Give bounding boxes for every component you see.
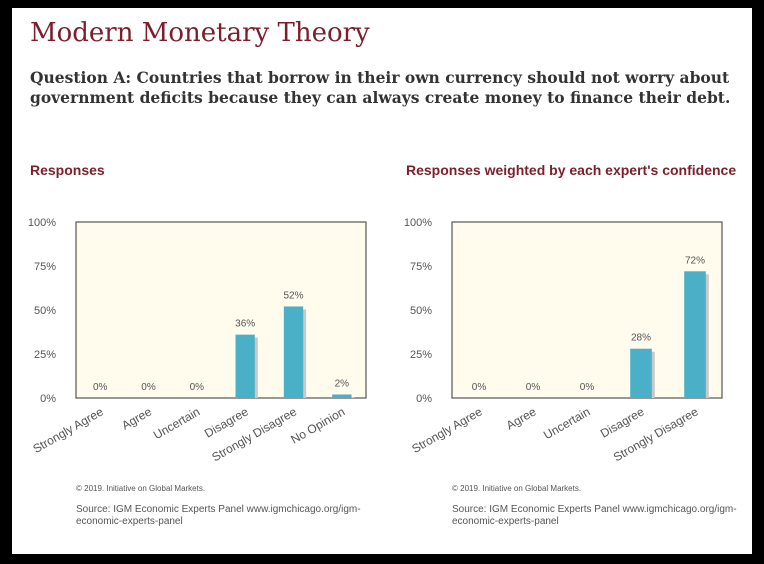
x-tick-label: Agree [504,404,539,432]
bar [332,394,352,398]
y-tick-label: 100% [404,217,432,229]
source-note: Source: IGM Economic Experts Panel www.i… [452,504,737,527]
y-tick-label: 25% [410,349,432,361]
plot-area [451,221,723,399]
copyright-note: © 2019. Initiative on Global Markets. [76,484,206,493]
data-label: 2% [335,378,350,389]
x-tick-label: Agree [119,404,154,432]
y-tick-label: 25% [34,349,56,361]
data-label: 52% [283,290,303,301]
y-tick-label: 100% [28,217,56,229]
page-title: Modern Monetary Theory [30,18,370,48]
data-label: 0% [472,382,487,393]
chart-title-weighted: Responses weighted by each expert's conf… [406,162,737,178]
x-tick-label: Strongly Disagree [209,404,299,464]
data-label: 0% [93,382,108,393]
chart-panel: Modern Monetary Theory Question A: Count… [12,8,752,554]
data-label: 36% [235,319,255,330]
bar [630,348,652,398]
copyright-note: © 2019. Initiative on Global Markets. [452,484,582,493]
data-label: 0% [580,382,595,393]
x-tick-label: No Opinion [288,404,347,446]
x-tick-label: Strongly Agree [409,404,484,456]
chart-title-responses: Responses [30,162,105,178]
y-tick-label: 50% [34,305,56,317]
y-tick-label: 75% [34,261,56,273]
weighted-responses-chart: 0%25%50%75%100%0%Strongly Agree0%Agree0%… [404,217,723,464]
y-tick-label: 0% [416,393,432,405]
data-label: 28% [631,333,651,344]
x-tick-label: Strongly Agree [30,404,105,456]
bar [283,306,304,398]
x-tick-label: Uncertain [151,404,202,442]
bar [235,334,255,398]
y-tick-label: 75% [410,261,432,273]
question-text: Question A: Countries that borrow in the… [30,68,731,107]
bar [684,271,706,398]
data-label: 0% [526,382,541,393]
source-note: Source: IGM Economic Experts Panel www.i… [76,504,361,527]
data-label: 72% [685,255,705,266]
data-label: 0% [190,382,205,393]
data-label: 0% [141,382,156,393]
x-tick-label: Uncertain [541,404,592,442]
responses-chart: 0%25%50%75%100%0%Strongly Agree0%Agree0%… [28,217,367,464]
y-tick-label: 0% [40,393,56,405]
plot-area [75,221,367,399]
y-tick-label: 50% [410,305,432,317]
